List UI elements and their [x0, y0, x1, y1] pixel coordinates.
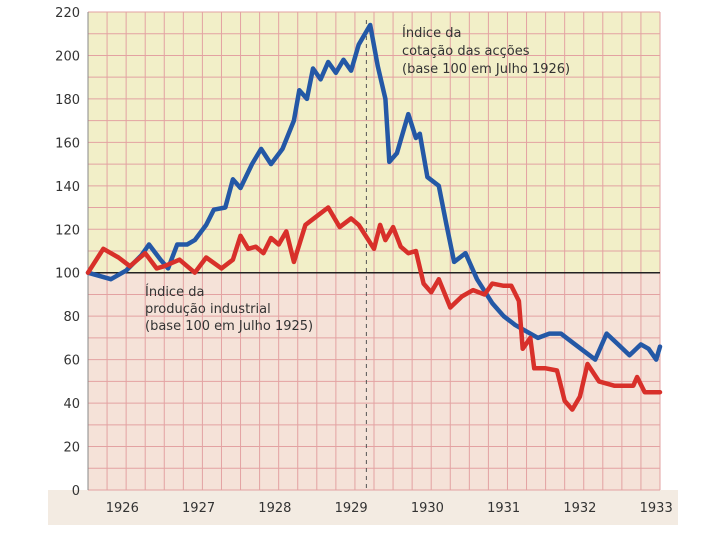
stocks-annotation-line-1: Índice da [402, 25, 461, 41]
y-tick-label: 180 [55, 93, 80, 108]
x-tick-label: 1929 [335, 501, 368, 516]
y-tick-label: 60 [63, 354, 80, 369]
x-tick-label: 1932 [563, 501, 596, 516]
industrial-series-line [85, 205, 663, 412]
y-tick-label: 20 [63, 441, 80, 456]
x-tick-label: 1930 [411, 501, 444, 516]
industrial-annotation-line-3: (base 100 em Julho 1925) [145, 319, 313, 334]
y-tick-label: 40 [63, 397, 80, 412]
x-tick-label: 1928 [258, 501, 291, 516]
x-tick-label: 1926 [106, 501, 139, 516]
industrial-annotation-line-2: produção industrial [145, 302, 271, 317]
reference-lines [87, 12, 660, 490]
x-tick-label: 1931 [487, 501, 520, 516]
x-axis-ticks: 1926 1927 1928 1929 1930 1931 1932 1933 [106, 501, 673, 516]
y-axis-ticks: 0 20 40 60 80 100 120 140 160 180 200 220 [55, 6, 80, 499]
y-tick-label: 140 [55, 180, 80, 195]
y-tick-label: 100 [55, 267, 80, 282]
y-tick-label: 0 [72, 484, 80, 499]
y-tick-label: 120 [55, 223, 80, 238]
x-tick-label: 1933 [640, 501, 673, 516]
y-tick-label: 80 [63, 310, 80, 325]
series-lines [85, 22, 663, 412]
x-tick-label: 1927 [182, 501, 215, 516]
stocks-annotation-line-2: cotação das acções [402, 44, 530, 59]
y-tick-label: 200 [55, 49, 80, 64]
axis-strip [48, 490, 678, 525]
stocks-series-line [85, 22, 663, 362]
industrial-annotation-line-1: Índice da [145, 284, 204, 300]
y-tick-label: 220 [55, 6, 80, 21]
y-tick-label: 160 [55, 136, 80, 151]
stocks-annotation-line-3: (base 100 em Julho 1926) [402, 62, 570, 77]
